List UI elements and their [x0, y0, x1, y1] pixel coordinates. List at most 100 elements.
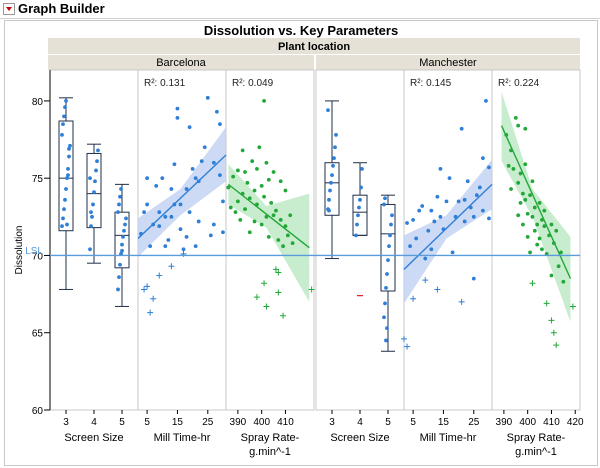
x-tick-15: 15 — [438, 417, 450, 428]
data-point — [547, 233, 551, 238]
data-point — [169, 187, 174, 191]
x-tick-25: 25 — [202, 417, 214, 428]
data-point — [66, 167, 70, 171]
data-point — [62, 207, 66, 211]
plus-marker — [308, 286, 315, 293]
data-point — [474, 193, 479, 198]
data-point — [187, 210, 192, 215]
disclosure-triangle-icon[interactable] — [3, 3, 15, 15]
data-point — [119, 187, 123, 191]
data-point — [285, 233, 290, 238]
data-point — [549, 222, 554, 227]
data-point — [281, 244, 285, 249]
data-point — [334, 133, 338, 137]
plus-marker — [422, 277, 429, 284]
data-point — [537, 236, 542, 241]
data-point — [269, 201, 274, 205]
plus-marker — [404, 343, 411, 350]
plus-marker — [253, 294, 260, 301]
plus-marker — [147, 309, 154, 316]
data-point — [549, 273, 554, 278]
data-point — [382, 315, 386, 320]
x-label-spray-cont-1: g.min^-1 — [515, 446, 557, 458]
data-point — [157, 210, 162, 215]
data-point — [154, 184, 159, 188]
data-point — [243, 170, 247, 174]
plus-marker — [529, 280, 536, 287]
data-point — [480, 156, 485, 160]
data-point — [518, 201, 523, 205]
data-point — [386, 258, 390, 262]
data-point — [331, 163, 335, 168]
data-point — [247, 196, 252, 201]
x-label-mill-manchester: Mill Time-hr — [420, 432, 477, 444]
x-label-spray-cont-0: g.min^-1 — [249, 446, 291, 458]
data-point — [326, 108, 330, 113]
data-point — [123, 222, 127, 227]
data-point — [196, 219, 201, 224]
data-point — [441, 227, 446, 232]
data-point — [523, 162, 528, 167]
data-point — [521, 222, 525, 227]
data-point — [240, 191, 245, 196]
data-point — [199, 159, 204, 164]
data-point — [122, 228, 126, 233]
r2-label-manchester_mill: R²: 0.145 — [410, 78, 452, 89]
data-point — [528, 250, 532, 255]
data-point — [218, 122, 222, 126]
data-point — [405, 221, 409, 225]
r2-label-barcelona_spray: R²: 0.049 — [232, 78, 274, 89]
data-point — [462, 219, 467, 224]
group-header-barcelona: Barcelona — [156, 57, 206, 69]
data-point — [120, 242, 124, 247]
data-point — [93, 179, 97, 184]
data-point — [60, 133, 64, 137]
data-point — [89, 224, 93, 228]
data-point — [214, 109, 219, 114]
data-point — [63, 197, 67, 202]
data-point — [89, 210, 93, 215]
data-point — [328, 188, 332, 193]
data-point — [61, 122, 65, 126]
data-point — [513, 116, 518, 120]
x-tick-400: 400 — [519, 417, 536, 428]
data-point — [262, 194, 266, 199]
confidence-band — [404, 159, 492, 304]
data-point — [283, 224, 288, 228]
plus-marker — [144, 283, 151, 290]
data-point — [120, 248, 124, 253]
data-point — [175, 116, 180, 120]
data-point — [181, 247, 186, 252]
data-point — [64, 99, 68, 103]
data-point — [117, 275, 121, 279]
data-point — [525, 211, 530, 216]
data-point — [184, 235, 189, 239]
data-point — [450, 250, 455, 255]
data-point — [160, 176, 165, 181]
x-tick-400: 400 — [253, 417, 270, 428]
data-point — [62, 114, 66, 119]
data-point — [250, 159, 255, 164]
data-point — [471, 276, 476, 281]
data-point — [471, 214, 476, 219]
data-point — [354, 233, 358, 238]
data-point — [184, 187, 189, 191]
data-point — [178, 202, 183, 207]
data-point — [487, 216, 491, 221]
data-point — [166, 238, 171, 242]
box-iqr — [380, 203, 396, 292]
plus-marker — [434, 286, 441, 293]
plus-marker — [410, 295, 417, 302]
data-point — [358, 197, 362, 202]
data-point — [67, 146, 71, 151]
data-point — [157, 224, 162, 228]
data-point — [233, 210, 238, 215]
data-point — [518, 171, 523, 176]
x-tick-screen-5: 5 — [385, 417, 391, 428]
data-point — [532, 205, 537, 210]
data-point — [218, 173, 222, 177]
plus-marker — [275, 269, 282, 276]
data-point — [88, 176, 92, 181]
data-point — [252, 188, 257, 193]
data-point — [554, 228, 559, 233]
